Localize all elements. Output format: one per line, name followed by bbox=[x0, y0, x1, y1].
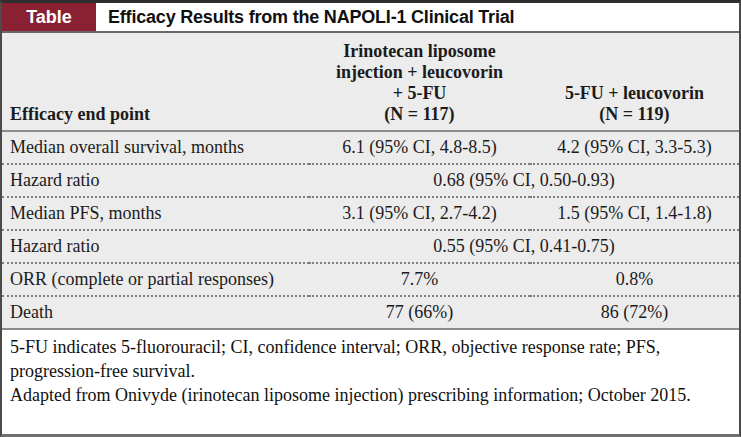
row-label: Death bbox=[2, 296, 309, 329]
row-value-arm2: 0.8% bbox=[530, 263, 739, 296]
table-badge: Table bbox=[2, 3, 96, 31]
table-row: Median PFS, months 3.1 (95% CI, 2.7-4.2)… bbox=[2, 197, 739, 230]
row-value-arm1: 3.1 (95% CI, 2.7-4.2) bbox=[309, 197, 530, 230]
efficacy-table-grid: Efficacy end point Irinotecan liposome i… bbox=[2, 33, 739, 330]
row-value-arm2: 4.2 (95% CI, 3.3-5.3) bbox=[530, 131, 739, 164]
table-row-spanned: Hazard ratio 0.55 (95% CI, 0.41-0.75) bbox=[2, 230, 739, 263]
footnote-abbreviations: 5-FU indicates 5-fluorouracil; CI, confi… bbox=[10, 335, 729, 383]
row-value-arm1: 6.1 (95% CI, 4.8-8.5) bbox=[309, 131, 530, 164]
row-value-arm1: 7.7% bbox=[309, 263, 530, 296]
row-value-arm2: 1.5 (95% CI, 1.4-1.8) bbox=[530, 197, 739, 230]
table-header-row: Efficacy end point Irinotecan liposome i… bbox=[2, 33, 739, 131]
table-row: Death 77 (66%) 86 (72%) bbox=[2, 296, 739, 329]
row-value-span: 0.55 (95% CI, 0.41-0.75) bbox=[309, 230, 739, 263]
column-header-arm2: 5-FU + leucovorin (N = 119) bbox=[530, 33, 739, 131]
row-value-arm2: 86 (72%) bbox=[530, 296, 739, 329]
row-label: Hazard ratio bbox=[2, 164, 309, 197]
row-label: Median PFS, months bbox=[2, 197, 309, 230]
table-footnotes: 5-FU indicates 5-fluorouracil; CI, confi… bbox=[2, 330, 739, 434]
table-row: ORR (complete or partial responses) 7.7%… bbox=[2, 263, 739, 296]
row-label: Hazard ratio bbox=[2, 230, 309, 263]
table-row-spanned: Hazard ratio 0.68 (95% CI, 0.50-0.93) bbox=[2, 164, 739, 197]
column-header-endpoint: Efficacy end point bbox=[2, 33, 309, 131]
row-value-arm1: 77 (66%) bbox=[309, 296, 530, 329]
table-row: Median overall survival, months 6.1 (95%… bbox=[2, 131, 739, 164]
table-title-band: Table Efficacy Results from the NAPOLI-1… bbox=[2, 3, 739, 33]
footnote-source: Adapted from Onivyde (irinotecan liposom… bbox=[10, 383, 729, 407]
row-value-span: 0.68 (95% CI, 0.50-0.93) bbox=[309, 164, 739, 197]
column-header-arm1: Irinotecan liposome injection + leucovor… bbox=[309, 33, 530, 131]
efficacy-table: Table Efficacy Results from the NAPOLI-1… bbox=[0, 0, 741, 437]
row-label: Median overall survival, months bbox=[2, 131, 309, 164]
row-label: ORR (complete or partial responses) bbox=[2, 263, 309, 296]
table-title: Efficacy Results from the NAPOLI-1 Clini… bbox=[96, 3, 739, 31]
